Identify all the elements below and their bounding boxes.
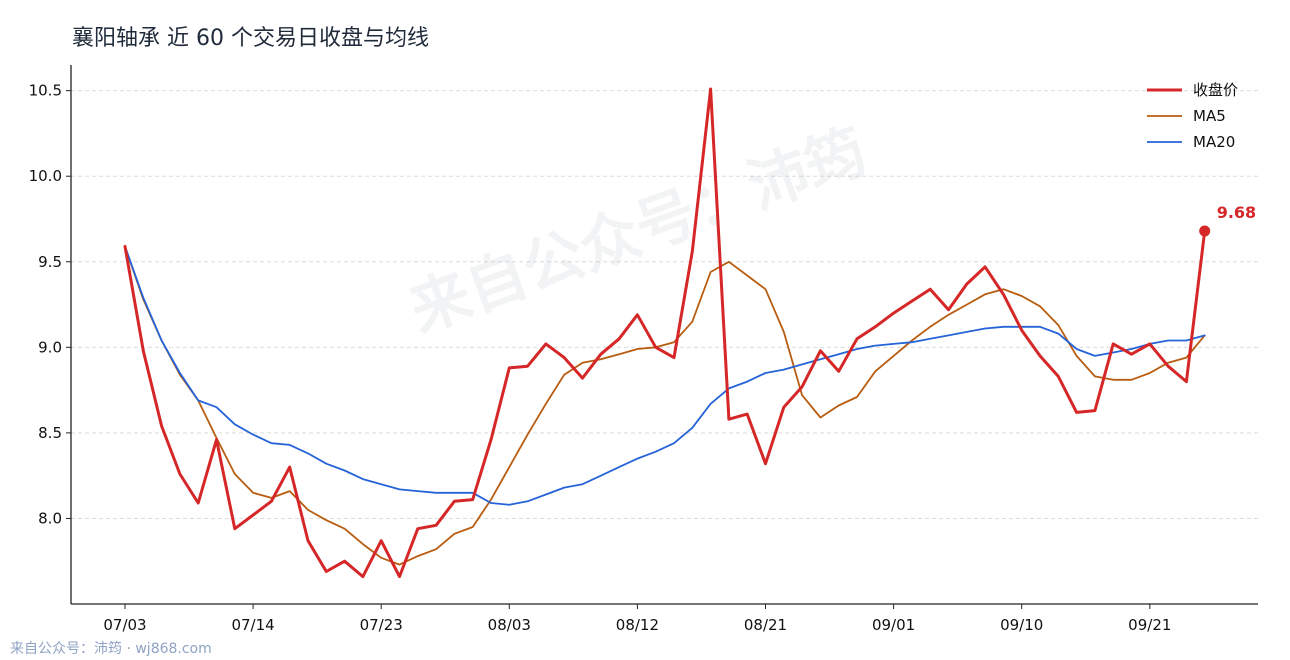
legend-label: MA20 (1193, 133, 1235, 151)
x-tick-label: 07/03 (103, 616, 146, 634)
x-tick-label: 08/03 (488, 616, 531, 634)
y-tick-label: 8.5 (38, 424, 62, 442)
y-tick-label: 9.0 (38, 338, 62, 356)
chart-title: 襄阳轴承 近 60 个交易日收盘与均线 (72, 26, 429, 51)
legend: 收盘价 MA5 MA20 (1147, 81, 1238, 151)
x-tick-label: 08/12 (616, 616, 659, 634)
x-tick-label: 09/21 (1128, 616, 1171, 634)
x-tick-label: 08/21 (744, 616, 787, 634)
series-line-MA5 (124, 245, 1206, 566)
x-tick-label: 07/23 (360, 616, 403, 634)
x-tick-label: 09/01 (872, 616, 915, 634)
y-tick-label: 8.0 (38, 509, 62, 527)
x-tick-label: 09/10 (1000, 616, 1043, 634)
last-close-label: 9.68 (1217, 203, 1256, 222)
series-lines: 9.68 (123, 87, 1256, 579)
last-close-point (1199, 225, 1211, 237)
y-tick-label: 10.0 (29, 167, 62, 185)
watermark: 来自公众号：沛筠 (401, 116, 876, 346)
footer-credit: 来自公众号：沛筠 · wj868.com (10, 640, 212, 657)
series-line-MA20 (124, 245, 1206, 506)
axes (70, 65, 1258, 605)
y-tick-label: 10.5 (29, 82, 62, 100)
y-tick-label: 9.5 (38, 253, 62, 271)
x-axis-ticks: 07/03 07/14 07/23 08/03 08/12 08/21 09/01 09/10… (103, 604, 1171, 634)
series-line-收盘价 (123, 87, 1207, 579)
gridlines (71, 90, 1258, 519)
legend-label: 收盘价 (1193, 81, 1238, 99)
legend-label: MA5 (1193, 107, 1226, 125)
x-tick-label: 07/14 (231, 616, 274, 634)
y-axis-ticks: 8.0 8.5 9.0 9.5 10.0 10.5 (29, 82, 71, 527)
